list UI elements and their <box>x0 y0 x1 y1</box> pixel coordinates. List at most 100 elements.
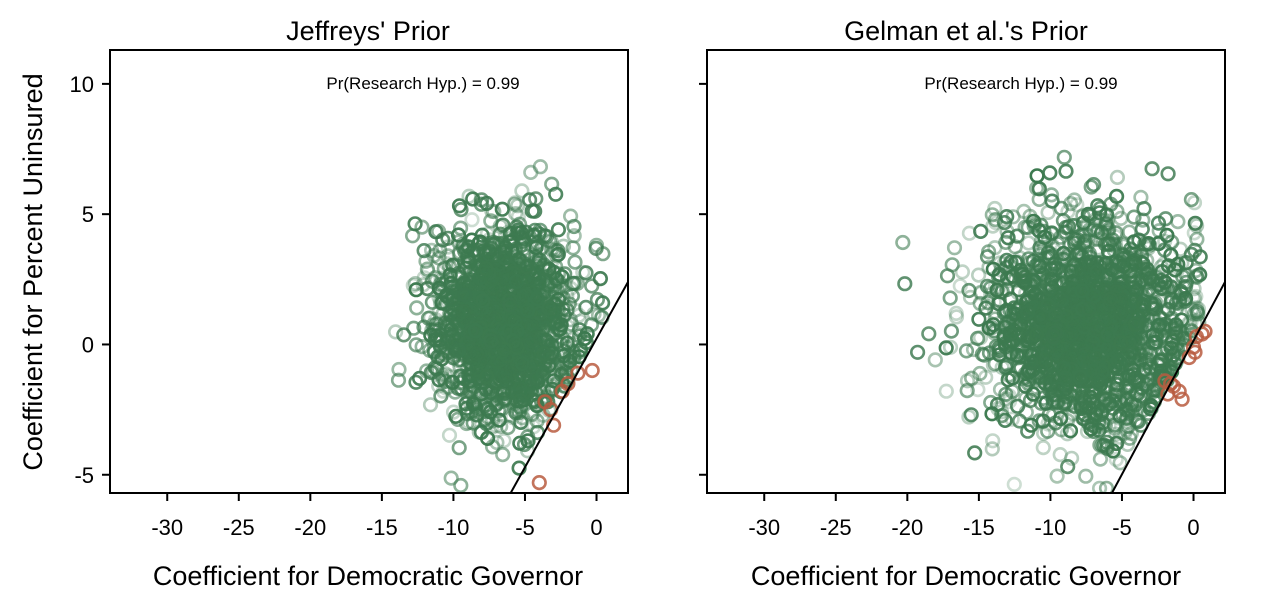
research-hypothesis-point <box>1081 254 1097 270</box>
null-hypothesis-point <box>531 475 547 491</box>
x-tick-label: -20 <box>294 515 326 540</box>
research-hypothesis-point <box>1042 276 1058 292</box>
x-axis: -30 -25 -20 -15 -10 -5 0 <box>151 493 603 540</box>
research-hypothesis-point <box>536 346 553 362</box>
research-hypothesis-point <box>526 404 542 420</box>
research-hypothesis-point <box>1047 325 1063 341</box>
research-hypothesis-point <box>523 164 539 180</box>
research-hypothesis-point <box>497 250 513 266</box>
research-hypothesis-point <box>488 289 505 305</box>
research-hypothesis-point <box>948 309 965 325</box>
research-hypothesis-point <box>1081 245 1097 262</box>
research-hypothesis-point <box>1049 468 1065 484</box>
research-hypothesis-point <box>502 297 518 313</box>
x-axis-label: Coefficient for Democratic Governor <box>751 561 1181 591</box>
research-hypothesis-point <box>536 383 552 399</box>
y-axis: -5 0 5 10 <box>70 72 110 488</box>
research-hypothesis-point <box>999 223 1015 240</box>
research-hypothesis-point <box>419 261 436 277</box>
research-hypothesis-point <box>500 269 516 286</box>
research-hypothesis-point <box>443 470 459 486</box>
research-hypothesis-point <box>435 383 451 399</box>
research-hypothesis-point <box>1186 225 1202 241</box>
research-hypothesis-point <box>1027 274 1043 290</box>
research-hypothesis-point <box>549 316 565 332</box>
research-hypothesis-point <box>1118 352 1134 368</box>
research-hypothesis-point <box>459 242 475 258</box>
research-hypothesis-point <box>952 278 968 294</box>
research-hypothesis-point <box>1040 345 1056 361</box>
research-hypothesis-point <box>562 208 579 224</box>
research-hypothesis-point <box>497 367 513 383</box>
y-axis <box>699 82 707 476</box>
research-hypothesis-point <box>532 159 549 175</box>
research-hypothesis-point <box>508 336 524 352</box>
research-hypothesis-point <box>450 306 466 323</box>
research-hypothesis-point <box>987 200 1003 217</box>
research-hypothesis-point <box>1091 266 1107 282</box>
research-hypothesis-point <box>1020 325 1036 341</box>
research-hypothesis-point <box>1094 437 1110 453</box>
research-hypothesis-point <box>1082 389 1098 405</box>
research-hypothesis-point <box>512 393 529 409</box>
research-hypothesis-point <box>450 411 466 428</box>
research-hypothesis-point <box>1136 201 1152 217</box>
research-hypothesis-point <box>909 344 926 360</box>
research-hypothesis-point <box>516 436 533 453</box>
research-hypothesis-point <box>1109 169 1125 185</box>
point-layer <box>388 159 611 493</box>
research-hypothesis-point <box>484 301 500 317</box>
research-hypothesis-point <box>1050 381 1066 397</box>
research-hypothesis-point <box>1004 383 1021 400</box>
research-hypothesis-point <box>506 269 523 286</box>
research-hypothesis-point <box>1093 373 1109 390</box>
research-hypothesis-point <box>1059 413 1076 429</box>
research-hypothesis-point <box>987 212 1004 228</box>
research-hypothesis-point <box>508 273 525 290</box>
research-hypothesis-point <box>436 261 452 277</box>
research-hypothesis-point <box>489 252 505 268</box>
research-hypothesis-point <box>407 276 424 292</box>
research-hypothesis-point <box>1172 241 1189 257</box>
research-hypothesis-point <box>520 429 536 445</box>
research-hypothesis-point <box>544 318 561 334</box>
research-hypothesis-point <box>1192 267 1208 283</box>
research-hypothesis-point <box>396 327 412 343</box>
plot-frame <box>706 49 1226 494</box>
research-hypothesis-point <box>529 291 545 307</box>
research-hypothesis-point <box>1090 255 1106 271</box>
x-tick-label: -10 <box>1035 515 1067 540</box>
research-hypothesis-point <box>1132 275 1148 291</box>
research-hypothesis-point <box>1111 267 1127 283</box>
research-hypothesis-point <box>1066 256 1082 272</box>
research-hypothesis-point <box>1081 301 1097 317</box>
research-hypothesis-point <box>1159 227 1175 243</box>
research-hypothesis-point <box>408 374 424 390</box>
research-hypothesis-point <box>1078 468 1094 484</box>
research-hypothesis-point <box>1065 263 1081 279</box>
research-hypothesis-point <box>491 282 508 298</box>
research-hypothesis-point <box>1076 238 1092 254</box>
research-hypothesis-point <box>559 319 576 335</box>
research-hypothesis-point <box>1112 293 1128 309</box>
research-hypothesis-point <box>1108 451 1124 468</box>
research-hypothesis-point <box>1056 396 1073 413</box>
research-hypothesis-point <box>504 312 520 328</box>
research-hypothesis-point <box>1092 451 1108 467</box>
research-hypothesis-point <box>1142 321 1158 337</box>
research-hypothesis-point <box>985 357 1002 373</box>
research-hypothesis-point <box>1151 223 1167 239</box>
research-hypothesis-point <box>1062 319 1079 335</box>
research-hypothesis-point <box>1020 235 1037 251</box>
research-hypothesis-point <box>1170 259 1186 275</box>
research-hypothesis-point <box>414 339 430 355</box>
research-hypothesis-point <box>452 375 469 391</box>
research-hypothesis-point <box>1032 364 1048 380</box>
research-hypothesis-point <box>1120 418 1137 435</box>
research-hypothesis-point <box>506 273 523 289</box>
research-hypothesis-point <box>1009 228 1025 244</box>
research-hypothesis-point <box>433 283 450 299</box>
research-hypothesis-point <box>406 320 422 336</box>
research-hypothesis-point <box>1186 291 1203 307</box>
research-hypothesis-point <box>1043 248 1060 264</box>
